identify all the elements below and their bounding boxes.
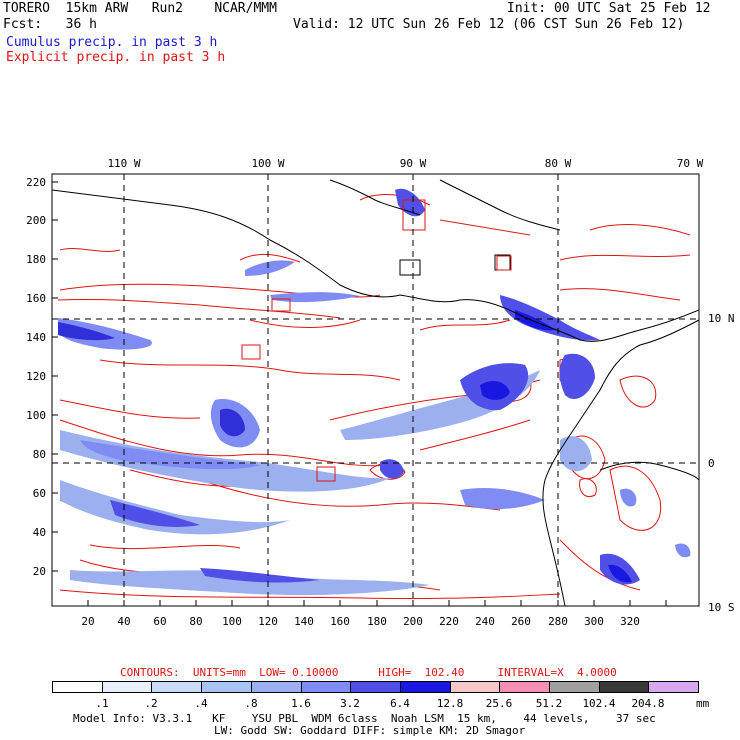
lat-label: 10 N bbox=[708, 312, 735, 325]
grid-x-label: 280 bbox=[548, 615, 568, 628]
precip-band bbox=[559, 353, 595, 399]
grid-y-label: 100 bbox=[26, 409, 46, 422]
lon-label: 80 W bbox=[544, 157, 572, 170]
grid-y-label: 20 bbox=[32, 565, 46, 578]
precip-band bbox=[58, 322, 115, 341]
colorbar-swatch bbox=[52, 681, 103, 693]
colorbar-swatch bbox=[350, 681, 401, 693]
colorbar-label: 6.4 bbox=[390, 697, 410, 710]
colorbar-label: 3.2 bbox=[340, 697, 360, 710]
header-valid: Valid: 12 UTC Sun 26 Feb 12 (06 CST Sun … bbox=[293, 17, 685, 32]
precip-band bbox=[460, 488, 545, 510]
precip-band bbox=[200, 568, 320, 583]
precip-band bbox=[608, 564, 632, 583]
colorbar-label: 12.8 bbox=[436, 697, 464, 710]
legend-explicit: Explicit precip. in past 3 h bbox=[6, 50, 226, 65]
colorbar-label: .2 bbox=[144, 697, 158, 710]
precip-band bbox=[620, 488, 637, 507]
grid-x-label: 300 bbox=[584, 615, 604, 628]
grid-x-label: 40 bbox=[117, 615, 131, 628]
colorbar-swatch bbox=[599, 681, 650, 693]
colorbar-swatch bbox=[151, 681, 202, 693]
cumulus-precip-areas bbox=[58, 188, 691, 596]
model-info-line-1: Model Info: V3.3.1 KF YSU PBL WDM 6class… bbox=[73, 712, 656, 725]
precip-band bbox=[480, 380, 510, 400]
colorbar-label: 51.2 bbox=[535, 697, 563, 710]
precip-band bbox=[58, 318, 152, 350]
precip-band bbox=[380, 459, 404, 479]
precip-band bbox=[270, 292, 360, 303]
colorbar-swatch bbox=[450, 681, 501, 693]
lon-label: 110 W bbox=[107, 157, 141, 170]
map-frame bbox=[51, 173, 700, 607]
grid-x-label: 260 bbox=[511, 615, 531, 628]
precip-band bbox=[675, 543, 691, 558]
colorbar-label: .1 bbox=[95, 697, 109, 710]
grid-x-label: 180 bbox=[367, 615, 387, 628]
colorbar-swatch bbox=[102, 681, 153, 693]
grid-y-label: 180 bbox=[26, 253, 46, 266]
colorbar-swatch bbox=[549, 681, 600, 693]
precip-band bbox=[340, 370, 540, 440]
grid-x-label: 20 bbox=[81, 615, 95, 628]
lon-label: 70 W bbox=[676, 157, 704, 170]
lat-label: 0 bbox=[708, 457, 715, 470]
colorbar-label: 204.8 bbox=[631, 697, 665, 710]
lat-lon-grid bbox=[52, 174, 699, 606]
colorbar-swatch bbox=[648, 681, 699, 693]
precip-band bbox=[500, 295, 600, 341]
precip-band bbox=[60, 480, 290, 535]
grid-x-label: 200 bbox=[403, 615, 423, 628]
colorbar-swatch bbox=[499, 681, 550, 693]
colorbar-label: .8 bbox=[244, 697, 258, 710]
coastline bbox=[52, 179, 699, 606]
model-info-line-2: LW: Godd SW: Goddard DIFF: simple KM: 2D… bbox=[214, 724, 526, 737]
precip-band bbox=[80, 440, 260, 470]
grid-y-label: 200 bbox=[26, 214, 46, 227]
grid-x-label: 80 bbox=[189, 615, 203, 628]
header-model: TORERO 15km ARW Run2 NCAR/MMM bbox=[3, 1, 277, 16]
grid-y-label: 80 bbox=[32, 448, 46, 461]
lon-label: 100 W bbox=[251, 157, 285, 170]
precip-band bbox=[70, 570, 430, 596]
grid-y-label: 60 bbox=[32, 487, 46, 500]
grid-x-label: 140 bbox=[294, 615, 314, 628]
header-init: Init: 00 UTC Sat 25 Feb 12 bbox=[507, 1, 711, 16]
precip-band bbox=[560, 436, 592, 472]
legend-cumulus: Cumulus precip. in past 3 h bbox=[6, 35, 218, 50]
colorbar-unit: mm bbox=[696, 697, 710, 710]
grid-x-label: 120 bbox=[258, 615, 278, 628]
colorbar-swatch bbox=[301, 681, 352, 693]
colorbar-label: .4 bbox=[194, 697, 208, 710]
grid-x-label: 60 bbox=[153, 615, 167, 628]
grid-y-label: 160 bbox=[26, 292, 46, 305]
lon-label: 90 W bbox=[399, 157, 427, 170]
precip-band bbox=[245, 260, 295, 276]
colorbar-swatch bbox=[400, 681, 451, 693]
grid-y-label: 40 bbox=[32, 526, 46, 539]
header-fcst: Fcst: 36 h bbox=[3, 17, 97, 32]
grid-x-label: 320 bbox=[620, 615, 640, 628]
lat-label: 10 S bbox=[708, 601, 735, 614]
precip-band bbox=[220, 408, 245, 437]
colorbar-swatch bbox=[201, 681, 252, 693]
colorbar-label: 1.6 bbox=[291, 697, 311, 710]
colorbar-swatch bbox=[251, 681, 302, 693]
grid-x-label: 220 bbox=[439, 615, 459, 628]
colorbar-label: 25.6 bbox=[485, 697, 513, 710]
grid-x-label: 240 bbox=[475, 615, 495, 628]
precip-band bbox=[110, 500, 200, 527]
grid-y-label: 120 bbox=[26, 370, 46, 383]
grid-x-label: 100 bbox=[222, 615, 242, 628]
colorbar-label: 102.4 bbox=[582, 697, 616, 710]
grid-x-label: 160 bbox=[330, 615, 350, 628]
contours-info: CONTOURS: UNITS=mm LOW= 0.10000 HIGH= 10… bbox=[120, 666, 617, 679]
grid-y-label: 140 bbox=[26, 331, 46, 344]
grid-y-label: 220 bbox=[26, 176, 46, 189]
